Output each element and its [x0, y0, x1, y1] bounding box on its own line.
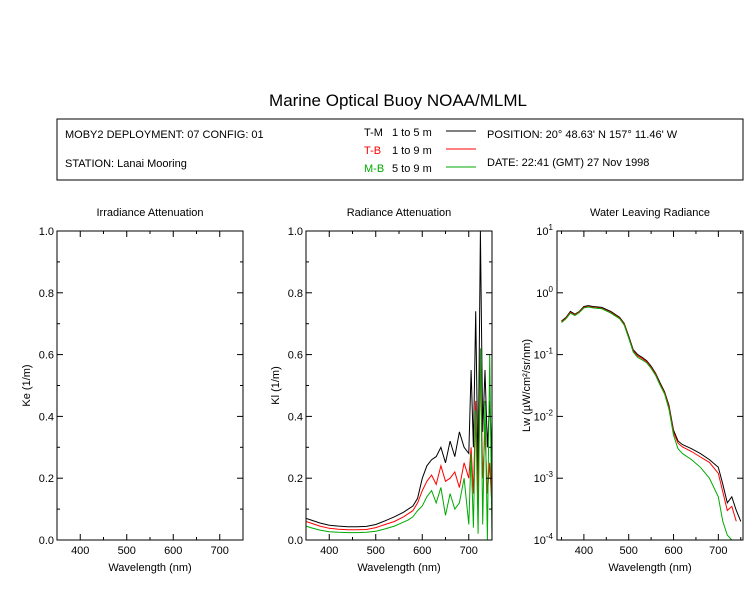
radiance-series-group [306, 231, 492, 540]
deployment-text: MOBY2 DEPLOYMENT: 07 CONFIG: 01 [65, 129, 264, 141]
lw-y-tick-label: 101 [536, 223, 553, 238]
legend-code-t-b: T-B [364, 145, 381, 157]
radiance-y-tick-label: 0.8 [288, 288, 303, 300]
lw-chart-title: Water Leaving Radiance [590, 207, 710, 219]
radiance-x-tick-label: 700 [460, 545, 478, 557]
radiance-x-tick-label: 500 [367, 545, 385, 557]
lw-x-axis-label: Wavelength (nm) [608, 562, 691, 574]
position-text: POSITION: 20° 48.63' N 157° 11.46' W [487, 129, 678, 141]
legend-code-m-b: M-B [364, 163, 384, 175]
radiance-y-tick-label: 0.6 [288, 350, 303, 362]
irradiance-y-tick-label: 0.0 [39, 535, 54, 547]
irradiance-x-tick-label: 700 [211, 545, 229, 557]
figure-title: Marine Optical Buoy NOAA/MLML [269, 91, 527, 110]
irradiance-y-axis-label: Ke (1/m) [21, 364, 33, 406]
irradiance-y-tick-label: 0.8 [39, 288, 54, 300]
radiance-attenuation-chart: Radiance Attenuation Wavelength (nm) Kl (1… [270, 207, 493, 574]
legend-item-t-b: T-B 1 to 9 m [364, 145, 476, 157]
irradiance-y-tick-label: 1.0 [39, 226, 54, 238]
radiance-series-t-m [306, 231, 492, 528]
irradiance-x-tick-label: 500 [118, 545, 136, 557]
lw-y-tick-label: 10-2 [534, 408, 554, 423]
radiance-y-tick-label: 0.2 [288, 473, 303, 485]
lw-series-t-b [561, 305, 737, 522]
legend-item-t-m: T-M 1 to 5 m [364, 127, 476, 139]
irradiance-y-tick-label: 0.2 [39, 473, 54, 485]
lw-y-tick-label: 10-1 [534, 347, 554, 362]
legend-range-t-b: 1 to 9 m [392, 145, 432, 157]
lw-x-tick-label: 400 [575, 545, 593, 557]
radiance-y-tick-label: 1.0 [288, 226, 303, 238]
lw-y-tick-label: 10-3 [534, 470, 554, 485]
lw-x-tick-label: 700 [709, 545, 727, 557]
lw-series-group [561, 305, 742, 540]
radiance-series-t-b [306, 354, 492, 531]
legend-code-t-m: T-M [364, 127, 383, 139]
radiance-y-tick-label: 0.4 [288, 411, 303, 423]
legend-range-t-m: 1 to 5 m [392, 127, 432, 139]
irradiance-attenuation-chart: Irradiance Attenuation Wavelength (nm) Ke … [21, 207, 244, 574]
lw-plot-frame [556, 230, 744, 541]
irradiance-x-tick-label: 400 [71, 545, 89, 557]
irradiance-x-axis-label: Wavelength (nm) [108, 562, 191, 574]
irradiance-x-tick-label: 600 [164, 545, 182, 557]
irradiance-y-tick-label: 0.6 [39, 350, 54, 362]
lw-x-tick-label: 500 [620, 545, 638, 557]
irradiance-y-tick-label: 0.4 [39, 411, 54, 423]
radiance-plot-frame [305, 230, 493, 541]
radiance-y-axis-label: Kl (1/m) [270, 366, 282, 405]
lw-y-tick-label: 10-4 [534, 532, 554, 547]
irradiance-plot-frame [56, 230, 244, 541]
legend: T-M 1 to 5 m T-B 1 to 9 m M-B 5 to 9 m [364, 127, 476, 175]
radiance-x-axis-label: Wavelength (nm) [357, 562, 440, 574]
date-text: DATE: 22:41 (GMT) 27 Nov 1998 [487, 157, 649, 169]
radiance-chart-title: Radiance Attenuation [347, 207, 452, 219]
station-text: STATION: Lanai Mooring [65, 158, 187, 170]
lw-series-m-b [561, 306, 733, 540]
legend-range-m-b: 5 to 9 m [392, 163, 432, 175]
info-box [56, 118, 744, 181]
irradiance-chart-title: Irradiance Attenuation [96, 207, 203, 219]
radiance-x-tick-label: 400 [320, 545, 338, 557]
legend-item-m-b: M-B 5 to 9 m [364, 163, 476, 175]
water-leaving-radiance-chart: Water Leaving Radiance Wavelength (nm) Lw … [521, 207, 744, 574]
radiance-y-tick-label: 0.0 [288, 535, 303, 547]
radiance-series-m-b [306, 348, 492, 540]
lw-y-tick-label: 100 [536, 285, 553, 300]
lw-series-t-m [561, 305, 742, 522]
radiance-x-tick-label: 600 [413, 545, 431, 557]
lw-x-tick-label: 600 [664, 545, 682, 557]
lw-y-axis-label: Lw (µW/cm²/sr/nm) [521, 339, 533, 432]
